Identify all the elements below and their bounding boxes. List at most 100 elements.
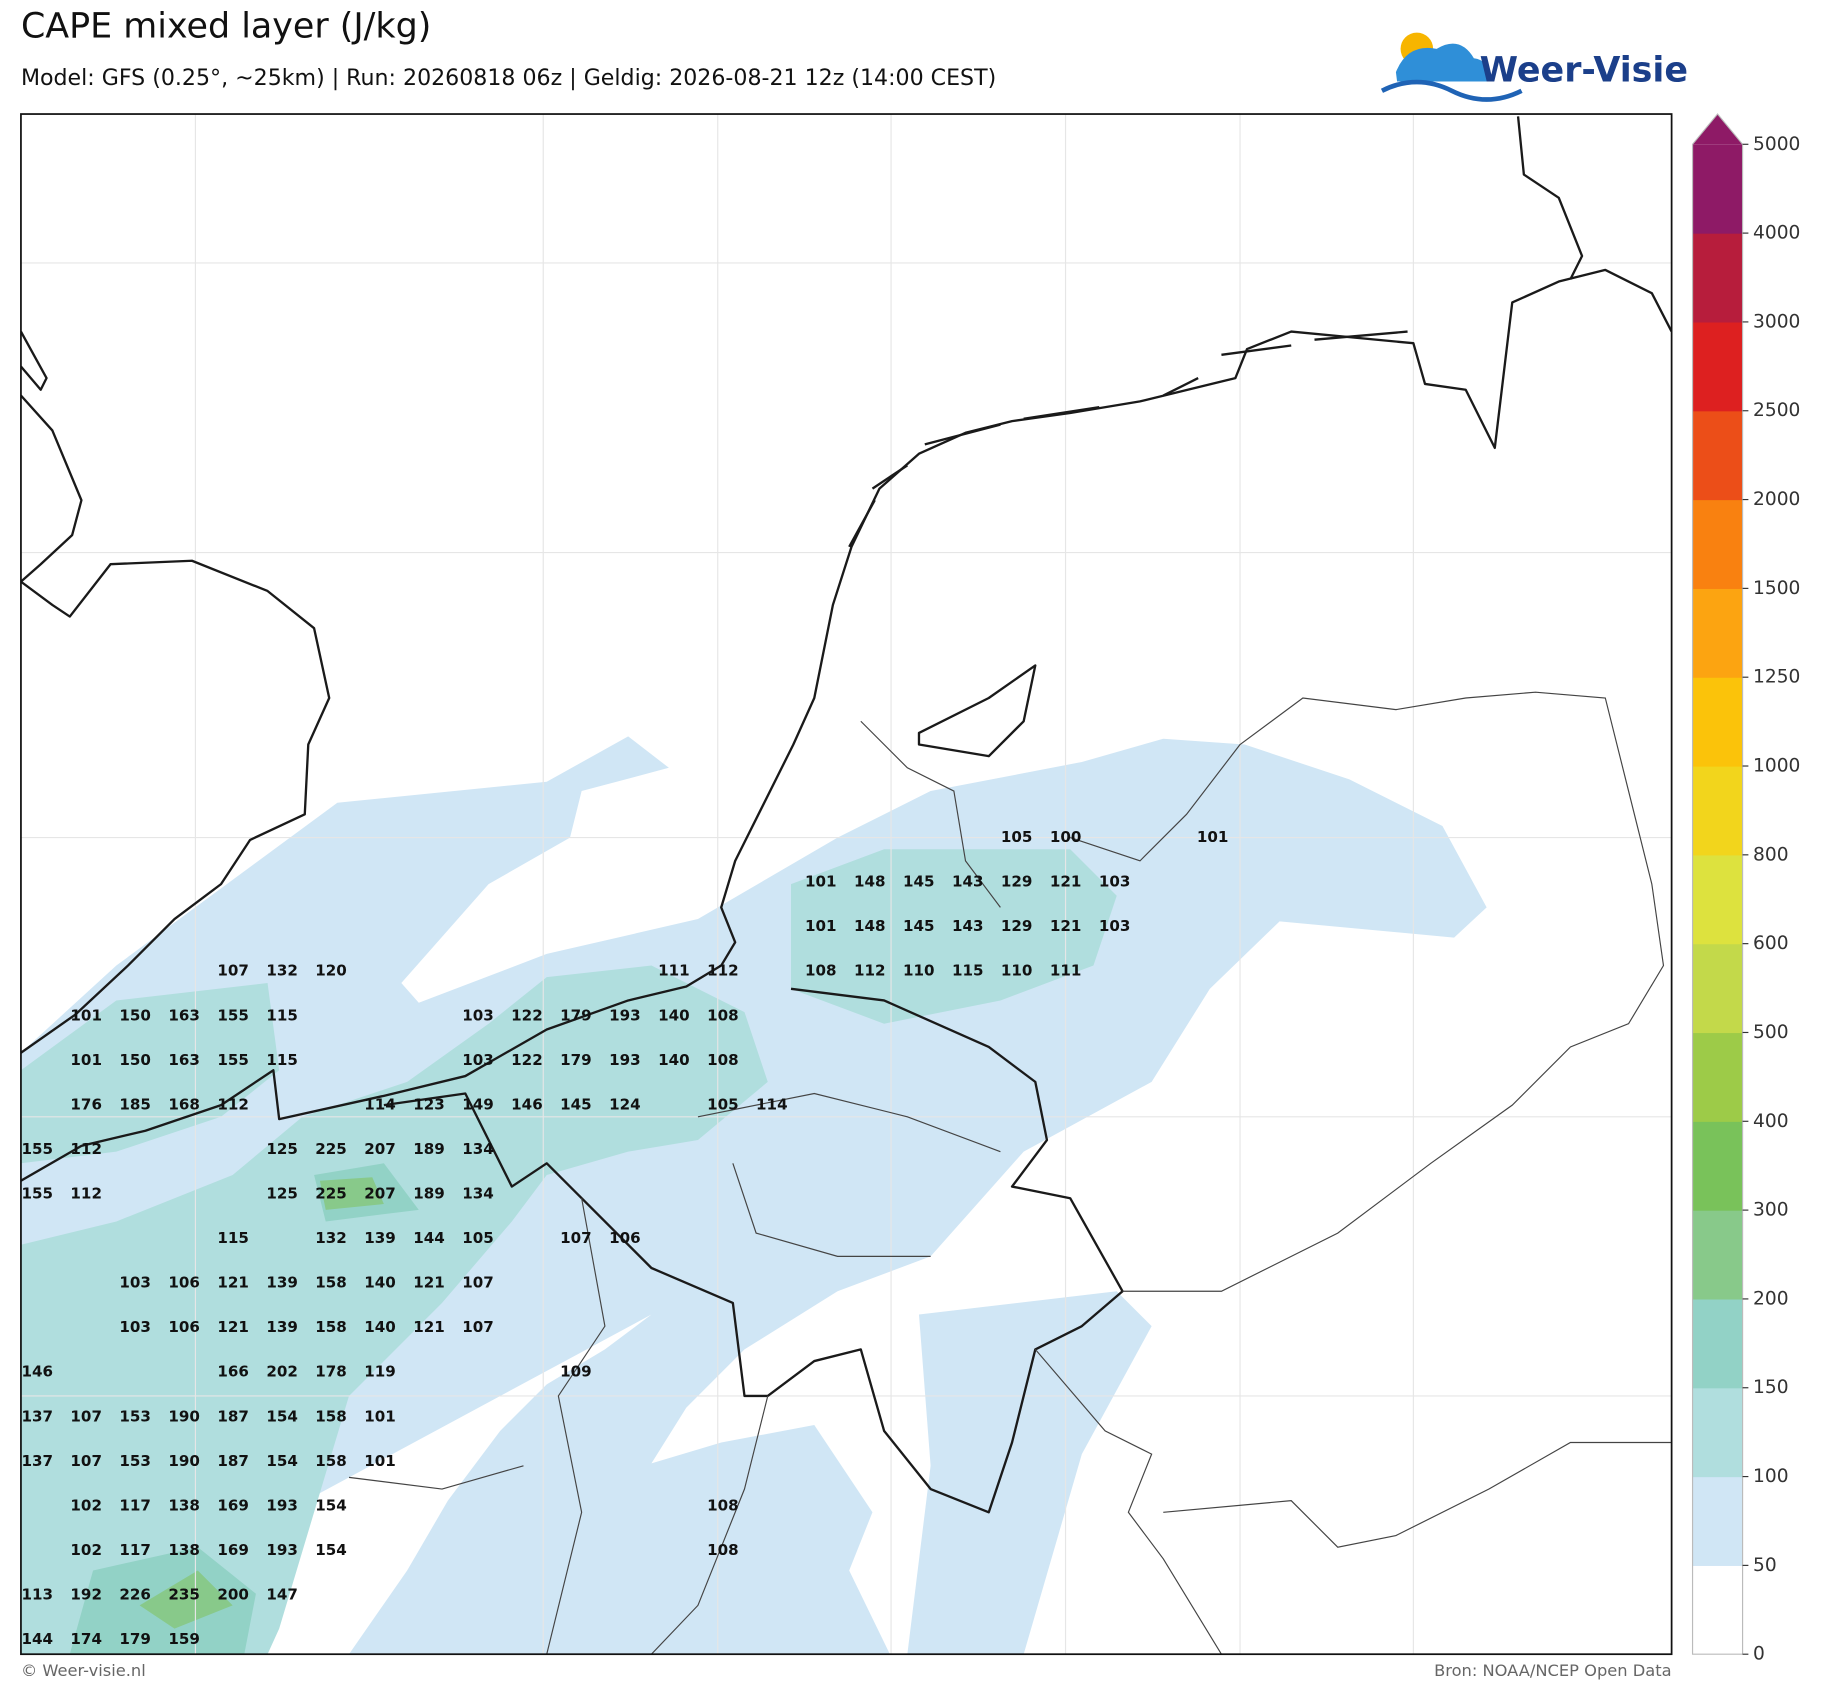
cape-value: 159 <box>168 1630 200 1648</box>
cape-value: 143 <box>952 873 984 891</box>
cape-value: 178 <box>315 1363 347 1381</box>
cape-value: 132 <box>266 962 298 980</box>
cape-value: 137 <box>21 1407 53 1425</box>
cape-value: 121 <box>413 1318 445 1336</box>
cape-value: 107 <box>217 962 249 980</box>
cape-value: 158 <box>315 1318 347 1336</box>
cape-value: 103 <box>1099 873 1131 891</box>
colorbar-bin <box>1692 854 1743 945</box>
cape-value: 143 <box>952 917 984 935</box>
cape-value: 154 <box>266 1407 298 1425</box>
cape-value: 169 <box>217 1496 249 1514</box>
colorbar-bin <box>1692 588 1743 678</box>
coastline <box>20 268 1672 1182</box>
cape-value: 123 <box>413 1095 445 1113</box>
cape-value: 140 <box>364 1274 396 1292</box>
cape-value: 107 <box>70 1452 102 1470</box>
cape-value: 103 <box>119 1318 151 1336</box>
cape-value: 179 <box>119 1630 151 1648</box>
colorbar-bin <box>1692 677 1743 767</box>
colorbar-tick-label: 4000 <box>1753 223 1800 244</box>
cape-value: 115 <box>266 1006 298 1024</box>
graticule <box>20 114 1672 1655</box>
cape-value: 169 <box>217 1541 249 1559</box>
cape-value: 121 <box>217 1318 249 1336</box>
cape-value: 190 <box>168 1407 200 1425</box>
cape-value: 150 <box>119 1051 151 1069</box>
colorbar-tick-label: 2000 <box>1753 489 1800 510</box>
cape-value: 147 <box>266 1585 298 1603</box>
cape-value: 105 <box>1001 828 1033 846</box>
border <box>383 987 1124 1514</box>
colorbar-tick-label: 5000 <box>1753 134 1800 155</box>
colorbar-bin <box>1692 1476 1743 1566</box>
colorbar-tick-label: 50 <box>1753 1555 1777 1576</box>
cape-value: 102 <box>70 1496 102 1514</box>
cape-value: 166 <box>217 1363 249 1381</box>
cape-value: 139 <box>364 1229 396 1247</box>
cape-value: 140 <box>658 1006 690 1024</box>
colorbar-tick-label: 1000 <box>1753 756 1800 777</box>
logo-wave <box>1380 79 1523 102</box>
cape-labels: 105 100 101 101 148 145 143 129 121 103 101 148 145 1… <box>21 828 1228 1648</box>
cape-value: 174 <box>70 1630 102 1648</box>
cape-value: 106 <box>168 1318 200 1336</box>
cape-value: 146 <box>21 1363 53 1381</box>
cape-value: 112 <box>217 1095 249 1113</box>
cape-value: 158 <box>315 1452 347 1470</box>
cape-value: 129 <box>1001 917 1033 935</box>
cape-value: 114 <box>756 1095 788 1113</box>
cape-value: 138 <box>168 1541 200 1559</box>
colorbar-tick-label: 400 <box>1753 1111 1789 1132</box>
colorbar-bin <box>1692 321 1743 412</box>
colorbar-bin <box>1692 943 1743 1034</box>
cape-value: 101 <box>1197 828 1229 846</box>
cape-value: 101 <box>364 1407 396 1425</box>
cape-value: 113 <box>21 1585 53 1603</box>
colorbar-bin <box>1692 233 1743 323</box>
cape-value: 108 <box>805 962 837 980</box>
cape-value: 105 <box>462 1229 494 1247</box>
cape-value: 105 <box>707 1095 739 1113</box>
cape-value: 108 <box>707 1496 739 1514</box>
cape-value: 114 <box>364 1095 396 1113</box>
colorbar: 0 50 100 150 200 300 400 500 600 800 1000 1250 1500 2… <box>1691 113 1800 1665</box>
cape-value: 158 <box>315 1274 347 1292</box>
cape-value: 158 <box>315 1407 347 1425</box>
cape-value: 155 <box>21 1140 53 1158</box>
colorbar-tick-label: 2500 <box>1753 400 1800 421</box>
cape-value: 121 <box>217 1274 249 1292</box>
cape-value: 122 <box>511 1006 543 1024</box>
cape-area <box>20 965 768 1655</box>
map: 105 100 101 101 148 145 143 129 121 103 101 148 145 1… <box>20 114 1672 1655</box>
cape-value: 148 <box>854 873 886 891</box>
colorbar-bin <box>1692 410 1743 501</box>
cape-value: 225 <box>315 1185 347 1203</box>
cape-value: 192 <box>70 1585 102 1603</box>
cape-value: 163 <box>168 1051 200 1069</box>
cape-value: 119 <box>364 1363 396 1381</box>
cape-value: 110 <box>1001 962 1033 980</box>
cape-value: 101 <box>805 917 837 935</box>
cape-value: 112 <box>707 962 739 980</box>
cape-value: 193 <box>609 1051 641 1069</box>
map-frame <box>20 113 1673 1656</box>
cape-value: 115 <box>266 1051 298 1069</box>
cape-value: 111 <box>658 962 690 980</box>
cape-value: 189 <box>413 1185 445 1203</box>
cape-value: 140 <box>658 1051 690 1069</box>
footer-credit: © Weer-visie.nl <box>21 1661 146 1680</box>
cape-value: 121 <box>1050 917 1082 935</box>
colorbar-bin <box>1692 766 1743 856</box>
cape-value: 189 <box>413 1140 445 1158</box>
cape-value: 111 <box>1050 962 1082 980</box>
colorbar-bin <box>1692 1387 1743 1478</box>
cape-value: 103 <box>462 1006 494 1024</box>
cape-value: 176 <box>70 1095 102 1113</box>
colorbar-extend <box>1692 114 1743 145</box>
cape-value: 145 <box>560 1095 592 1113</box>
colorbar-tick-label: 150 <box>1753 1377 1789 1398</box>
cape-value: 132 <box>315 1229 347 1247</box>
cape-value: 112 <box>854 962 886 980</box>
